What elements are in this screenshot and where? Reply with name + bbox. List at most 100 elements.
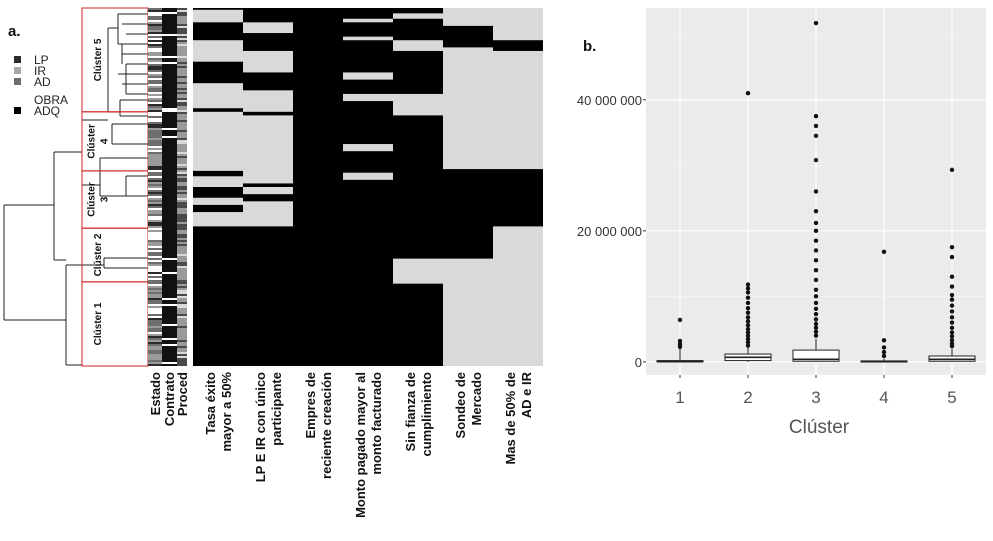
box-outlier-point xyxy=(949,309,955,314)
meta-strip-cell xyxy=(148,276,162,278)
meta-strip-cell xyxy=(148,332,162,334)
meta-strip-cell xyxy=(177,142,187,144)
meta-strip-cell xyxy=(148,232,162,234)
box-outlier-point xyxy=(949,254,955,260)
meta-strip-cell xyxy=(148,40,162,42)
box-outlier-point xyxy=(813,300,819,306)
box-outlier-point xyxy=(813,220,819,226)
box-outlier-point xyxy=(745,300,751,306)
meta-strip-cell xyxy=(148,270,162,272)
box-cluster-1 xyxy=(656,317,704,363)
cluster-label-group-3: Clúster 3 xyxy=(87,182,111,217)
box-outlier-point xyxy=(949,274,955,279)
legend-swatch-adq xyxy=(14,107,21,114)
box-outlier-point xyxy=(677,338,683,344)
feature-column-segment-1 xyxy=(243,226,293,366)
meta-strip-cell xyxy=(177,292,187,294)
meta-strip-cell xyxy=(148,82,162,84)
meta-strip-cell xyxy=(148,322,162,324)
feature-column-segment-0 xyxy=(193,108,243,112)
feature-column-label: Sin fianza de xyxy=(403,372,418,451)
meta-strip-cell xyxy=(148,104,162,106)
meta-strip-cell xyxy=(177,172,187,174)
meta-strip-cell xyxy=(148,308,162,310)
meta-strip-cell xyxy=(148,144,162,146)
feature-column-label-group: Mas de 50% de AD e IR xyxy=(503,371,534,464)
box-outlier-point xyxy=(813,325,819,331)
meta-strip-cell xyxy=(177,186,187,188)
meta-strip-cell xyxy=(148,50,162,52)
legend-swatch-ir xyxy=(14,67,21,74)
meta-strip-cell xyxy=(177,264,187,266)
box-outlier-point xyxy=(677,341,683,347)
meta-strip-cell xyxy=(148,132,162,134)
meta-strip-cell xyxy=(177,168,187,170)
meta-strip-cell xyxy=(148,190,162,192)
meta-strip-cell xyxy=(148,352,162,354)
feature-column-label-group: LP E IR con único participante xyxy=(253,372,284,482)
legend-label-ir: IR xyxy=(34,64,46,78)
box-outlier-point xyxy=(745,333,751,338)
meta-strip-cell xyxy=(148,222,162,224)
meta-strip-cell xyxy=(148,360,162,362)
meta-strip-cell xyxy=(148,120,162,122)
meta-strip-cell xyxy=(162,344,177,346)
meta-strip-cell xyxy=(148,218,162,220)
meta-strip-cell xyxy=(177,206,187,208)
meta-strip-cell xyxy=(148,236,162,238)
y-tick-label: 40 000 000 xyxy=(577,93,642,108)
box-outlier-point xyxy=(813,287,819,293)
box-outlier-point xyxy=(813,123,819,129)
box-outlier-point xyxy=(813,248,819,253)
box-outlier-point xyxy=(813,311,819,317)
meta-strip-cell xyxy=(148,268,162,270)
meta-strip-cell xyxy=(148,328,162,330)
plot-gridlines xyxy=(646,8,986,375)
box-cluster-2 xyxy=(724,90,772,362)
box-outlier-point xyxy=(881,353,887,359)
feature-column-label: Mercado xyxy=(469,372,484,426)
meta-strip-cell xyxy=(162,272,177,274)
meta-strip-cell xyxy=(148,90,162,92)
meta-strip-cell xyxy=(177,28,187,30)
meta-strip-cell xyxy=(148,44,162,46)
meta-strip-cell xyxy=(148,188,162,190)
meta-strip-cell xyxy=(177,120,187,122)
meta-strip-cell xyxy=(148,118,162,120)
meta-strip-cell xyxy=(162,34,177,36)
meta-strip-cell xyxy=(177,352,187,354)
meta-strip-cell xyxy=(148,112,162,114)
meta-strip-cell xyxy=(148,18,162,20)
box-outlier-point xyxy=(745,286,751,291)
meta-strip-cell xyxy=(162,128,177,130)
meta-strip-cell xyxy=(148,282,162,284)
meta-strip-cell xyxy=(148,300,162,302)
meta-strip-cell xyxy=(177,82,187,84)
meta-strip-cell xyxy=(177,202,187,204)
meta-strip-cell xyxy=(148,324,162,326)
meta-strip-cell xyxy=(177,130,187,132)
feature-column-segment-1 xyxy=(243,33,293,51)
meta-strip-cell xyxy=(177,286,187,288)
meta-strip-cell xyxy=(148,192,162,194)
box-outlier-point xyxy=(949,330,955,335)
meta-strip-cell xyxy=(177,204,187,206)
meta-strip-cell xyxy=(177,294,187,296)
feature-column-segment-4 xyxy=(393,8,443,14)
meta-strip-cell xyxy=(148,88,162,90)
feature-column-label: AD e IR xyxy=(519,371,534,418)
meta-strip-cell xyxy=(177,306,187,308)
box-outlier-point xyxy=(745,305,751,311)
meta-strip-cell xyxy=(177,280,187,282)
meta-strip-cell xyxy=(177,304,187,306)
meta-strip-cell xyxy=(148,80,162,82)
meta-strip-cell xyxy=(177,34,187,36)
meta-column-label-group: Proced xyxy=(175,372,190,416)
meta-strip-cell xyxy=(148,228,162,230)
box-outlier-point xyxy=(745,340,751,345)
feature-column-segment-3 xyxy=(343,179,393,366)
meta-strip-cell xyxy=(148,38,162,40)
meta-strip-cell xyxy=(148,310,162,312)
meta-strip-cell xyxy=(148,102,162,104)
